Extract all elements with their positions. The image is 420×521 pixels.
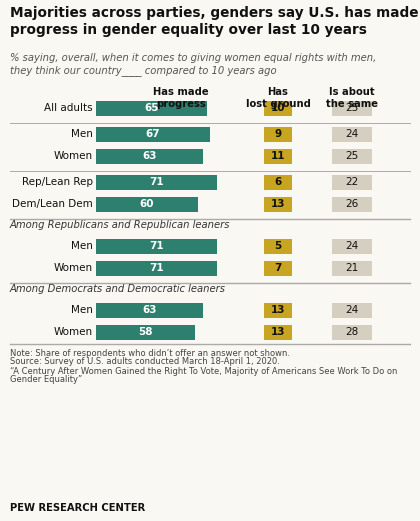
Bar (264, 148, 292, 164)
Text: 24: 24 (345, 241, 359, 251)
Text: Men: Men (71, 241, 93, 251)
Bar (332, 325, 372, 340)
Text: All adults: All adults (45, 103, 93, 113)
Text: 25: 25 (345, 151, 359, 161)
Text: PEW RESEARCH CENTER: PEW RESEARCH CENTER (10, 503, 145, 513)
Bar (332, 260, 372, 276)
Text: Is about
the same: Is about the same (326, 87, 378, 108)
Bar (332, 101, 372, 116)
Bar (96, 260, 217, 276)
Text: 6: 6 (274, 177, 282, 187)
Text: Gender Equality”: Gender Equality” (10, 376, 82, 384)
Text: Men: Men (71, 305, 93, 315)
Text: % saying, overall, when it comes to giving women equal rights with men,
they thi: % saying, overall, when it comes to givi… (10, 53, 376, 76)
Text: Note: Share of respondents who didn’t offer an answer not shown.: Note: Share of respondents who didn’t of… (10, 349, 290, 357)
Text: Has made
progress: Has made progress (153, 87, 209, 108)
Text: 26: 26 (345, 199, 359, 209)
Bar (264, 260, 292, 276)
Text: 10: 10 (271, 103, 285, 113)
Bar (264, 325, 292, 340)
Text: 71: 71 (149, 241, 164, 251)
Bar (332, 239, 372, 254)
Text: Women: Women (54, 151, 93, 161)
Bar (332, 303, 372, 317)
Bar (96, 196, 198, 212)
Text: Rep/Lean Rep: Rep/Lean Rep (22, 177, 93, 187)
Bar (264, 239, 292, 254)
Bar (96, 101, 207, 116)
Bar (332, 175, 372, 190)
Bar (332, 148, 372, 164)
Bar (264, 127, 292, 142)
Text: 7: 7 (274, 263, 282, 273)
Text: 71: 71 (149, 177, 164, 187)
Text: 13: 13 (271, 305, 285, 315)
Text: Majorities across parties, genders say U.S. has made
progress in gender equality: Majorities across parties, genders say U… (10, 6, 418, 37)
Bar (264, 101, 292, 116)
Text: 9: 9 (274, 129, 281, 139)
Text: 58: 58 (138, 327, 152, 337)
Bar (96, 239, 217, 254)
Text: Men: Men (71, 129, 93, 139)
Text: 5: 5 (274, 241, 282, 251)
Text: Among Republicans and Republican leaners: Among Republicans and Republican leaners (10, 220, 231, 230)
Text: Has
lost ground: Has lost ground (246, 87, 310, 108)
Text: “A Century After Women Gained the Right To Vote, Majority of Americans See Work : “A Century After Women Gained the Right … (10, 366, 397, 376)
Text: Dem/Lean Dem: Dem/Lean Dem (12, 199, 93, 209)
Text: Women: Women (54, 327, 93, 337)
Text: 67: 67 (146, 129, 160, 139)
Bar (96, 325, 194, 340)
Text: 63: 63 (142, 151, 157, 161)
Bar (96, 148, 203, 164)
Bar (264, 303, 292, 317)
Bar (96, 303, 203, 317)
Bar (332, 196, 372, 212)
Text: 60: 60 (140, 199, 154, 209)
Text: 13: 13 (271, 199, 285, 209)
Text: 13: 13 (271, 327, 285, 337)
Text: 22: 22 (345, 177, 359, 187)
Text: 63: 63 (142, 305, 157, 315)
Text: 28: 28 (345, 327, 359, 337)
Text: 71: 71 (149, 263, 164, 273)
Bar (264, 196, 292, 212)
Text: 24: 24 (345, 129, 359, 139)
Text: 65: 65 (144, 103, 158, 113)
Text: 11: 11 (271, 151, 285, 161)
Bar (332, 127, 372, 142)
Bar (96, 175, 217, 190)
Text: Women: Women (54, 263, 93, 273)
Bar (264, 175, 292, 190)
Text: 21: 21 (345, 263, 359, 273)
Bar (96, 127, 210, 142)
Text: Among Democrats and Democratic leaners: Among Democrats and Democratic leaners (10, 284, 226, 294)
Text: Source: Survey of U.S. adults conducted March 18-April 1, 2020.: Source: Survey of U.S. adults conducted … (10, 357, 280, 366)
Text: 24: 24 (345, 305, 359, 315)
Text: 25: 25 (345, 103, 359, 113)
